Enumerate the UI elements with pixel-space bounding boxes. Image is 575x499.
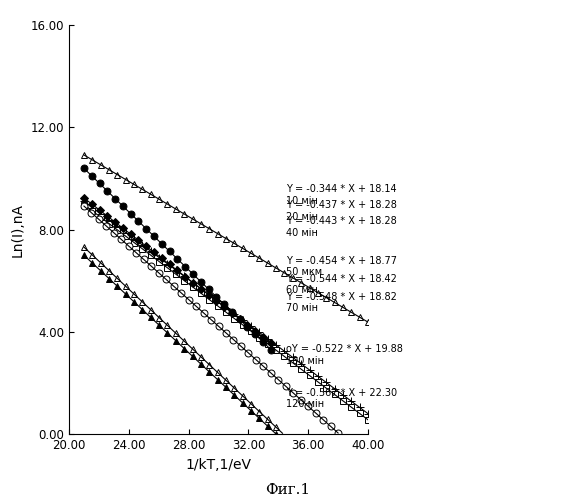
Text: Y = -0.544 * X + 18.42
60 мін: Y = -0.544 * X + 18.42 60 мін [286, 274, 397, 295]
X-axis label: 1/kT,1/eV: 1/kT,1/eV [186, 458, 251, 472]
Text: Фиг.1: Фиг.1 [265, 483, 310, 497]
Text: Y = -0.454 * X + 18.77
50 мкм: Y = -0.454 * X + 18.77 50 мкм [286, 256, 397, 277]
Y-axis label: Ln(I),nA: Ln(I),nA [11, 203, 25, 256]
Text: Y = -0.344 * X + 18.14
10 мін: Y = -0.344 * X + 18.14 10 мін [286, 184, 396, 206]
Text: Y = -0.548 * X + 18.82
70 мін: Y = -0.548 * X + 18.82 70 мін [286, 291, 397, 313]
Text: Y = -0.443 * X + 18.28
40 мін: Y = -0.443 * X + 18.28 40 мін [286, 216, 396, 238]
Text: Y = -0.567 * X + 22.30
120 мін: Y = -0.567 * X + 22.30 120 мін [286, 388, 397, 409]
Text: Y = -0.437 * X + 18.28
20 мін: Y = -0.437 * X + 18.28 20 мін [286, 200, 397, 222]
Text: oY = -0.522 * X + 19.88
100 мін: oY = -0.522 * X + 19.88 100 мін [286, 344, 402, 366]
